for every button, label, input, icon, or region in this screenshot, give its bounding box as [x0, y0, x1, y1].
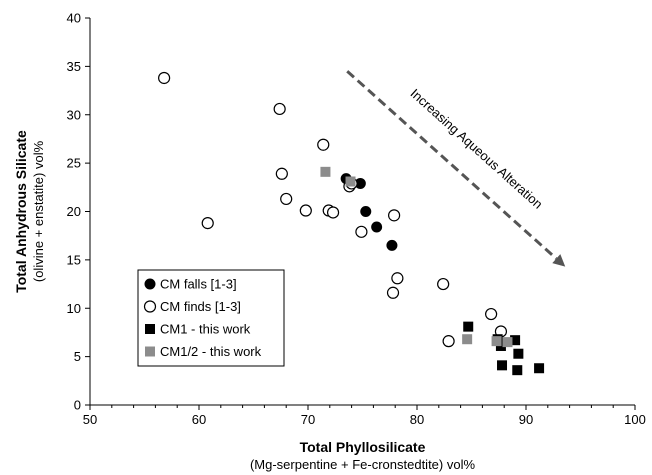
- x-axis-title: Total Phyllosilicate: [300, 439, 426, 455]
- x-tick-label: 60: [192, 412, 206, 427]
- y-tick-label: 15: [67, 252, 81, 267]
- x-axis-subtitle: (Mg-serpentine + Fe-cronstedtite) vol%: [250, 457, 476, 472]
- data-point: [371, 221, 383, 233]
- y-tick-label: 35: [67, 59, 81, 74]
- data-point: [512, 365, 523, 376]
- data-point: [345, 176, 356, 187]
- data-point: [491, 336, 502, 347]
- arrow-shaft: [346, 70, 558, 260]
- data-point: [386, 239, 398, 251]
- data-point: [275, 167, 288, 180]
- data-point: [299, 204, 312, 217]
- legend-label: CM finds [1-3]: [160, 299, 241, 314]
- data-point: [317, 138, 330, 151]
- data-point: [463, 321, 474, 332]
- legend-marker: [143, 300, 157, 313]
- data-point: [513, 348, 524, 359]
- data-point: [273, 102, 286, 116]
- data-point: [201, 217, 214, 230]
- data-point: [326, 206, 340, 219]
- data-point: [485, 307, 498, 321]
- series-1: [158, 71, 508, 348]
- legend-box: [137, 269, 285, 367]
- arrow-head: [552, 254, 566, 267]
- y-tick-label: 25: [67, 156, 81, 171]
- legend-marker: [144, 278, 156, 290]
- y-axis-subtitle: (olivine + enstatite) vol%: [31, 140, 46, 282]
- y-tick-label: 30: [67, 107, 81, 122]
- series-3: [320, 166, 513, 348]
- data-point: [391, 272, 404, 285]
- data-point: [502, 337, 513, 348]
- data-point: [442, 335, 455, 348]
- data-point: [497, 360, 508, 371]
- data-point: [437, 277, 450, 291]
- legend: CM falls [1-3] CM finds [1-3] CM1 - this w…: [137, 269, 285, 367]
- data-point: [462, 334, 473, 345]
- x-tick-label: 90: [519, 412, 533, 427]
- data-point: [534, 363, 545, 374]
- legend-label: CM1 - this work: [160, 322, 251, 337]
- legend-label: CM1/2 - this work: [160, 344, 262, 359]
- y-tick-label: 5: [74, 349, 81, 364]
- y-axis-title: Total Anhydrous Silicate: [13, 130, 29, 293]
- data-point: [386, 286, 400, 299]
- x-tick-label: 80: [410, 412, 424, 427]
- data-point: [360, 206, 372, 217]
- data-point: [158, 71, 171, 85]
- y-tick-label: 0: [74, 398, 81, 413]
- legend-marker: [145, 346, 155, 357]
- y-tick-label: 10: [67, 301, 81, 316]
- legend-label: CM falls [1-3]: [160, 277, 237, 292]
- data-point: [355, 225, 368, 238]
- data-point: [388, 209, 401, 222]
- data-point: [320, 166, 331, 177]
- data-point: [280, 192, 293, 206]
- x-tick-label: 50: [83, 412, 97, 427]
- y-tick-label: 40: [67, 11, 81, 26]
- x-tick-label: 100: [624, 412, 646, 427]
- data-points: [158, 71, 545, 376]
- annotation-label: Increasing Aqueous Alteration: [408, 86, 546, 212]
- alteration-arrow: [346, 70, 566, 267]
- legend-marker: [145, 324, 155, 334]
- data-point: [510, 335, 521, 346]
- x-tick-label: 70: [301, 412, 315, 427]
- axes: 50 60 70 80 90 100 0 5 10 15 20 25 30 35 40: [67, 11, 646, 428]
- y-tick-label: 20: [67, 204, 81, 219]
